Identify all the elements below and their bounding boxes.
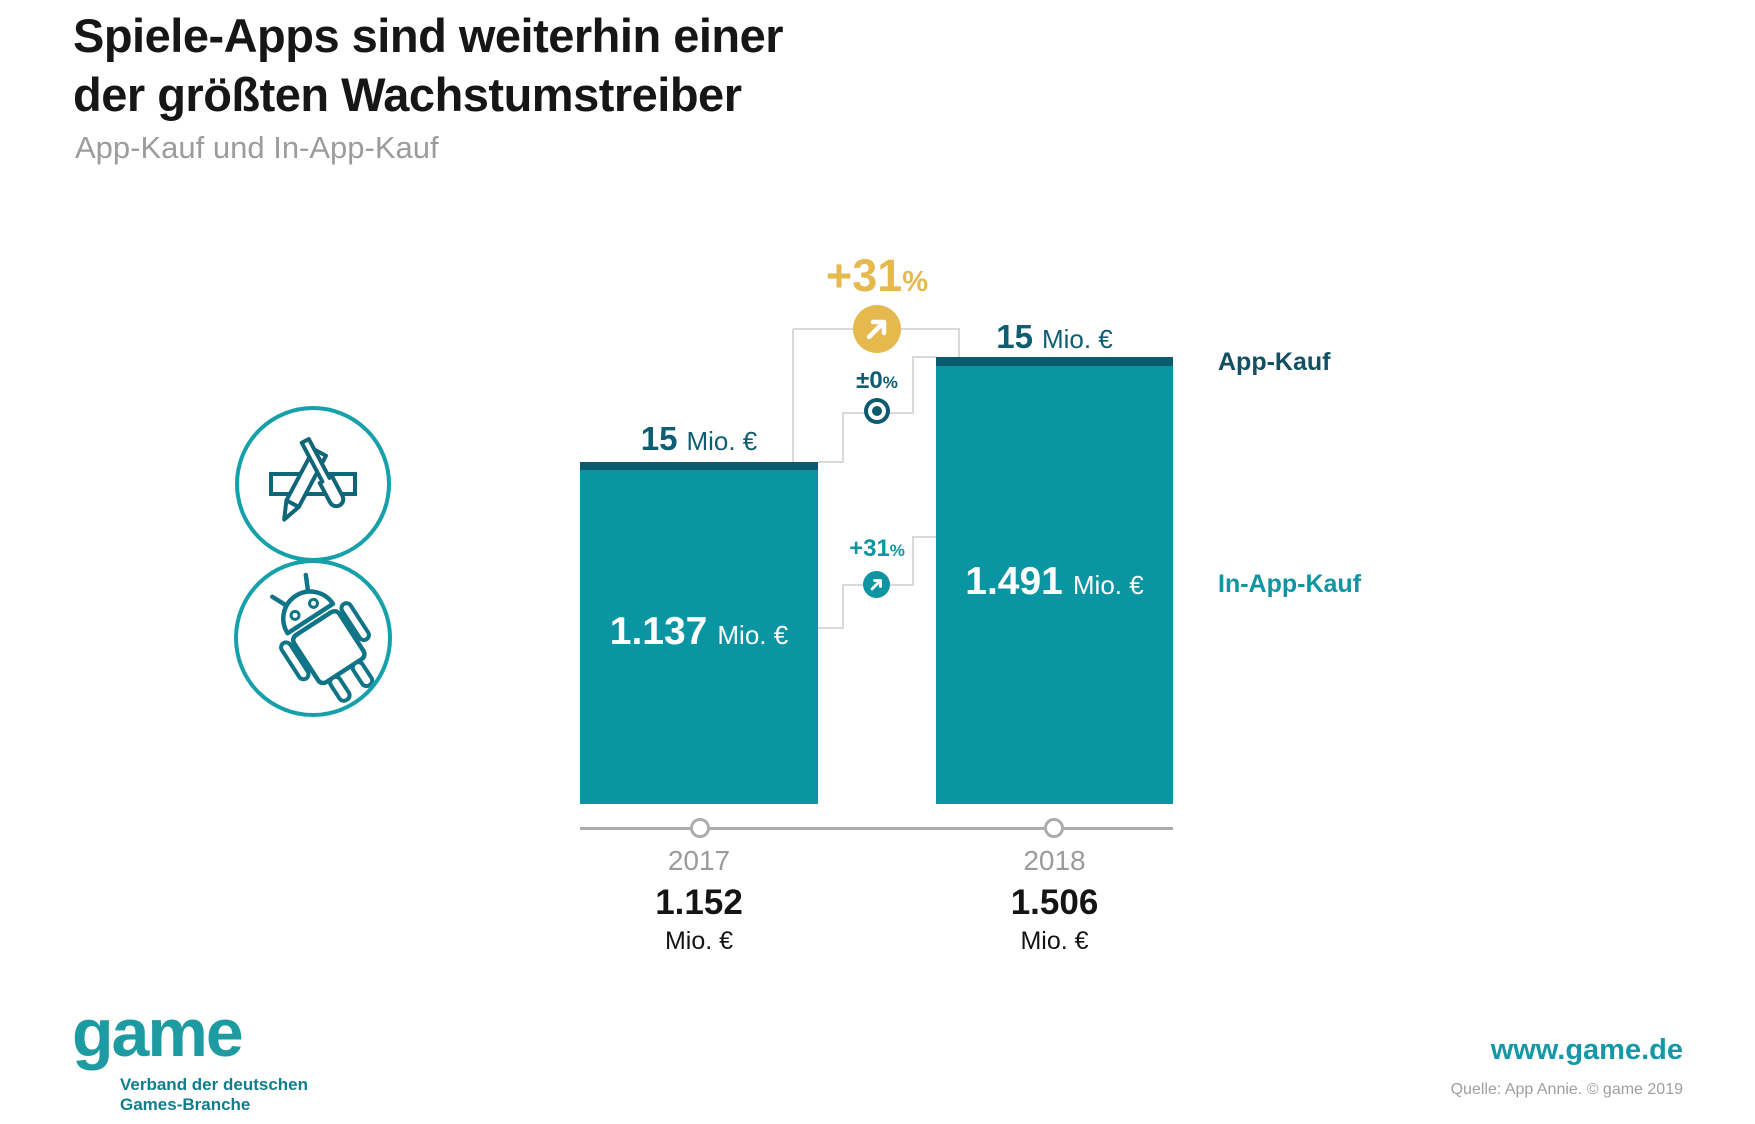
app-kauf-segment-2017 [580,462,818,470]
total-growth-label: +31% [767,250,987,302]
total-growth-value: +31 [825,250,903,301]
in-app-kauf-value-2017: 1.137 Mio. € [580,610,818,654]
in-app-kauf-amount-2017: 1.137 [609,610,708,653]
app-kauf-unit-2017: Mio. € [686,426,758,456]
connector-line [890,584,914,586]
in-app-kauf-value-2018: 1.491 Mio. € [936,560,1173,604]
connector-line [914,356,937,358]
connector-line [958,328,960,358]
connector-line [912,356,914,414]
app-kauf-value-2018: 15 Mio. € [936,318,1173,356]
connector-line [889,412,914,414]
legend-app-kauf: App-Kauf [1218,348,1331,376]
no-change-icon [864,398,890,424]
growth-arrow-badge [853,305,901,353]
total-unit-2018: Mio. € [1020,927,1089,955]
app-kauf-amount-2018: 15 [996,318,1033,355]
app-store-icon [235,406,391,562]
connector-line [842,412,844,463]
total-amount-2017: 1.152 [655,883,743,922]
game-logo: game [72,995,244,1071]
app-kauf-growth-label: ±0% [817,367,937,395]
connector-line [842,584,844,629]
axis-tick-2017 [690,818,710,838]
year-label-2018: 2018 [1023,845,1086,876]
total-unit-2017: Mio. € [664,927,734,955]
small-growth-arrow-badge [863,571,890,598]
connector-line [912,536,914,586]
platform-icons [234,406,392,717]
in-app-kauf-unit-2017: Mio. € [717,620,789,650]
app-kauf-unit-2018: Mio. € [1041,324,1113,354]
total-growth-percent-sign: % [902,266,929,298]
app-kauf-amount-2017: 15 [640,420,678,457]
app-kauf-value-2017: 15 Mio. € [580,420,818,458]
bar-2017: 1.137 Mio. € [580,462,818,804]
in-app-kauf-unit-2018: Mio. € [1072,570,1144,600]
title-line-1: Spiele-Apps sind weiterhin einer [73,9,784,62]
in-app-kauf-percent-sign: % [889,541,905,560]
connector-line [818,627,844,629]
app-kauf-segment-2018 [936,357,1173,366]
x-axis [580,827,1173,830]
in-app-kauf-amount-2018: 1.491 [965,560,1063,603]
connector-line [900,328,960,330]
android-icon [234,559,392,717]
connector-line [914,536,937,538]
connector-line [818,461,844,463]
legend-in-app-kauf: In-App-Kauf [1218,570,1362,598]
subtitle: App-Kauf und In-App-Kauf [75,130,439,165]
connector-line [844,412,865,414]
axis-tick-2018 [1044,818,1064,838]
total-2017: 1.152 Mio. € [580,884,818,956]
total-amount-2018: 1.506 [1010,883,1099,922]
bar-2018: 1.491 Mio. € [936,357,1173,804]
total-2018: 1.506 Mio. € [936,884,1173,956]
logo-tagline-line-1: Verband der deutschen [120,1075,308,1094]
website-link[interactable]: www.game.de [1490,1034,1683,1066]
in-app-kauf-growth-label: +31% [817,535,937,563]
app-kauf-growth-value: ±0 [856,367,883,394]
arrow-up-right-icon [870,579,882,591]
connector-line [792,329,794,462]
connector-line [844,584,865,586]
logo-tagline-line-2: Games-Branche [120,1095,251,1114]
title-line-2: der größten Wachstumstreiber [73,68,742,121]
year-label-2017: 2017 [667,845,731,876]
connector-line [793,328,854,330]
app-kauf-percent-sign: % [882,373,898,392]
source-note: Quelle: App Annie. © game 2019 [1450,1081,1683,1098]
in-app-kauf-growth-value: +31 [849,535,890,562]
page-title: Spiele-Apps sind weiterhin einer der grö… [73,6,784,124]
arrow-up-right-icon [866,319,887,340]
